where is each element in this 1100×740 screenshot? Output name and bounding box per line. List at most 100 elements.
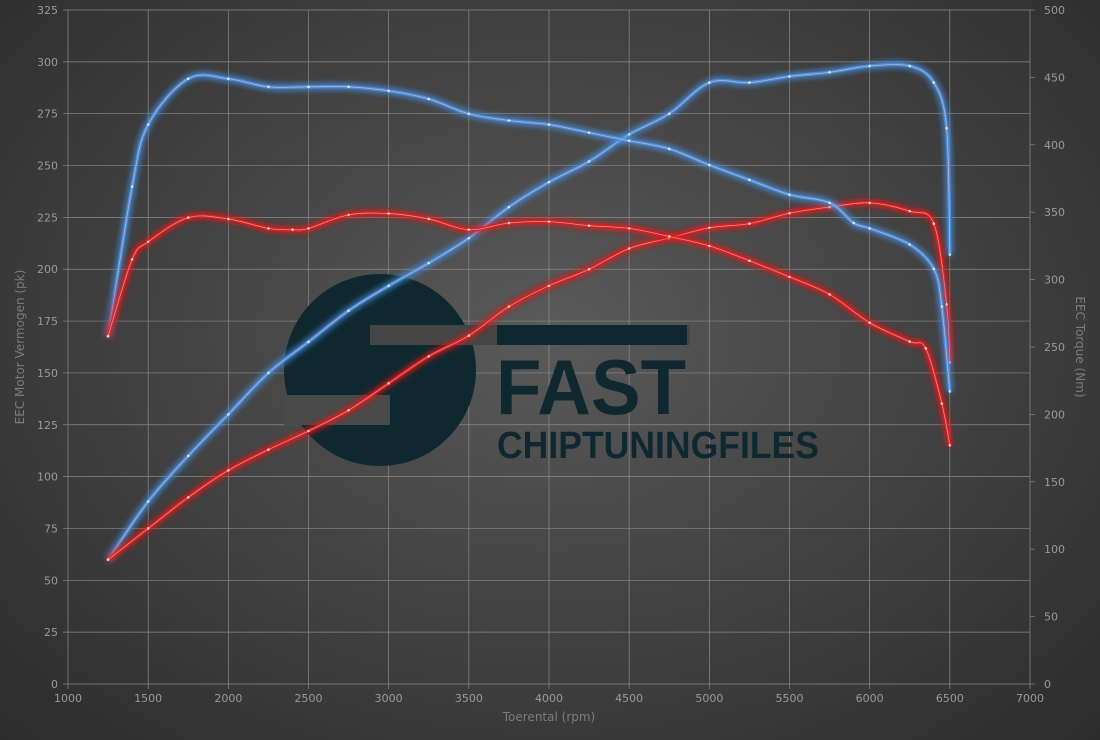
y-tick-label-left: 100 <box>37 471 58 484</box>
x-tick-label: 6500 <box>936 692 964 705</box>
data-point <box>227 217 230 221</box>
data-point <box>387 381 390 385</box>
x-tick-label: 7000 <box>1016 692 1044 705</box>
data-point <box>708 163 711 167</box>
data-point <box>587 224 591 227</box>
x-tick-label: 1000 <box>54 692 82 705</box>
data-point <box>828 293 831 296</box>
data-point <box>868 227 871 230</box>
y-tick-label-left: 250 <box>37 160 58 173</box>
data-point <box>940 402 944 405</box>
data-point <box>828 70 831 74</box>
x-tick-label: 1500 <box>134 692 162 705</box>
data-point <box>587 267 591 271</box>
x-tick-label: 4500 <box>615 692 643 705</box>
data-point <box>267 227 270 230</box>
data-point <box>467 236 471 240</box>
data-point <box>267 85 270 89</box>
data-point <box>924 347 928 350</box>
y-tick-label-left: 325 <box>37 4 58 17</box>
data-point <box>186 77 190 81</box>
y-tick-label-left: 200 <box>37 263 58 276</box>
watermark-line2: CHIPTUNINGFILES <box>497 425 819 467</box>
x-tick-label: 5500 <box>776 692 804 705</box>
data-point <box>868 201 871 205</box>
data-point <box>748 178 751 182</box>
y-tick-label-right: 400 <box>1044 139 1065 152</box>
watermark-logo: FAST CHIPTUNINGFILES <box>284 274 819 467</box>
data-point <box>547 180 551 184</box>
data-point <box>908 209 912 213</box>
x-tick-label: 2500 <box>295 692 323 705</box>
data-point <box>708 244 711 248</box>
y-axis-label-right: EEC Torque (Nm) <box>1073 296 1087 397</box>
data-point <box>667 147 671 151</box>
data-point <box>788 75 791 78</box>
data-point <box>130 185 134 188</box>
y-tick-label-right: 250 <box>1044 341 1065 354</box>
data-point <box>227 77 230 81</box>
data-point <box>347 309 350 313</box>
data-point <box>908 243 912 246</box>
y-axis-label-left: EEC Motor Vermogen (pk) <box>13 270 27 425</box>
data-point <box>146 527 150 530</box>
y-tick-label-left: 50 <box>44 574 58 587</box>
y-tick-label-left: 75 <box>44 522 58 535</box>
data-point <box>186 216 190 219</box>
data-point <box>507 205 511 209</box>
data-point <box>587 131 591 134</box>
y-tick-label-right: 500 <box>1044 4 1065 17</box>
x-axis-label: Toerental (rpm) <box>502 710 595 724</box>
data-point <box>788 211 791 215</box>
data-point <box>291 228 294 232</box>
data-point <box>948 253 952 257</box>
y-tick-label-left: 300 <box>37 56 58 69</box>
data-point <box>186 496 190 499</box>
data-point <box>146 123 150 126</box>
data-point <box>868 64 871 68</box>
data-point <box>932 81 936 84</box>
data-point <box>427 355 431 358</box>
data-point <box>708 226 711 230</box>
data-point <box>507 305 511 308</box>
data-point <box>387 284 390 288</box>
x-tick-label: 2000 <box>214 692 242 705</box>
watermark-line1: FAST <box>496 343 686 431</box>
data-point <box>307 340 310 344</box>
data-point <box>748 259 751 263</box>
x-tick-label: 4000 <box>535 692 563 705</box>
data-point <box>708 81 711 84</box>
data-point <box>347 408 350 412</box>
data-point <box>748 81 751 84</box>
series-highlight-1 <box>107 202 951 560</box>
data-point <box>507 221 511 225</box>
data-point <box>948 361 952 364</box>
data-point <box>748 222 751 225</box>
data-point <box>387 212 390 215</box>
data-point <box>307 227 310 230</box>
y-tick-label-right: 150 <box>1044 476 1065 489</box>
y-tick-label-left: 225 <box>37 211 58 224</box>
data-point <box>828 201 831 205</box>
y-tick-label-right: 50 <box>1044 611 1058 624</box>
data-point <box>146 240 150 244</box>
data-point <box>852 221 855 225</box>
data-point <box>828 205 831 209</box>
data-point <box>307 85 310 89</box>
data-point <box>948 390 952 393</box>
y-tick-label-right: 350 <box>1044 206 1065 219</box>
data-point <box>945 126 948 130</box>
y-tick-label-right: 300 <box>1044 274 1065 287</box>
data-point <box>932 222 936 225</box>
data-point <box>547 123 551 126</box>
y-tick-label-right: 0 <box>1044 678 1051 691</box>
data-point <box>347 85 350 89</box>
x-tick-label: 3000 <box>375 692 403 705</box>
y-tick-label-left: 175 <box>37 315 58 328</box>
data-point <box>227 413 230 416</box>
data-point <box>932 267 936 271</box>
data-point <box>467 334 471 337</box>
data-point <box>146 500 150 503</box>
data-point <box>948 444 952 447</box>
